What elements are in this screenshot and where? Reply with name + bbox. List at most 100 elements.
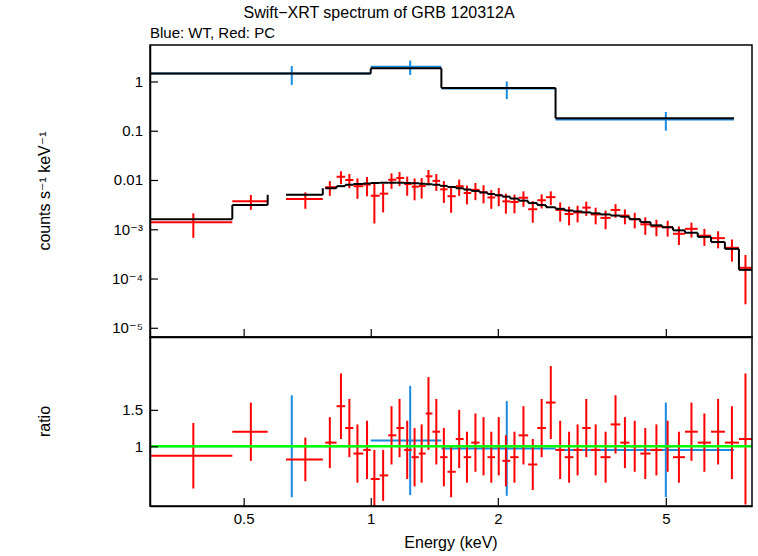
model-step: [495, 194, 502, 196]
x-axis: 0.5 1 2 5: [151, 498, 753, 527]
y-error-bar: [340, 171, 342, 184]
model-step: [502, 196, 510, 198]
model-step: [711, 241, 725, 243]
tick: 2: [494, 498, 502, 527]
model-step: [380, 182, 389, 184]
y-error-bar: [665, 112, 667, 131]
tick-mark: [150, 328, 158, 329]
tick-mark: [150, 410, 158, 411]
tick: 0.5: [234, 498, 255, 527]
tick: 1: [135, 73, 158, 90]
model-step: [471, 190, 479, 192]
tick: [244, 329, 245, 337]
model-step: [600, 213, 610, 215]
tick-mark: [666, 498, 667, 506]
y-error-bar: [443, 181, 445, 203]
x-error-bar: [325, 186, 336, 188]
y-axis: 10.10.0110⁻³10⁻⁴10⁻⁵: [112, 46, 158, 338]
y-error-bar: [356, 178, 358, 198]
tick-mark: [244, 498, 245, 506]
tick: [371, 329, 372, 337]
y-error-bar: [513, 195, 515, 214]
tick: 10⁻³: [113, 221, 158, 238]
y-error-bar: [356, 424, 358, 482]
tick-mark: [498, 498, 499, 506]
model-step: [651, 224, 663, 226]
model-step: [673, 229, 685, 231]
model-step-riser: [267, 195, 269, 205]
tick-label: 2: [494, 510, 502, 527]
y-error-bar: [744, 255, 746, 304]
tick-mark: [666, 329, 667, 337]
y-error-bar: [391, 406, 393, 464]
chart-svg: 10.10.0110⁻³10⁻⁴10⁻⁵Swift−XRT spectrum o…: [0, 0, 758, 556]
tick-mark: [371, 498, 372, 506]
model-step-riser: [440, 68, 442, 88]
tick: 1: [367, 498, 375, 527]
model-step: [629, 218, 640, 220]
y-error-bar: [678, 432, 680, 483]
x-error-bar: [325, 442, 336, 444]
tick: 5: [662, 498, 670, 527]
tick: [498, 329, 499, 337]
x-error-bar: [495, 194, 502, 196]
y-error-bar: [382, 184, 384, 213]
tick: 1.5: [122, 401, 158, 418]
tick-mark: [150, 446, 158, 447]
model-step: [432, 184, 440, 186]
plot-frame: [150, 45, 752, 337]
y-error-bar: [624, 417, 626, 468]
model-step: [464, 189, 472, 191]
model-step: [480, 191, 488, 193]
y-error-bar: [605, 432, 607, 483]
y-axis-title: counts s⁻¹ keV⁻¹: [36, 131, 53, 250]
y-error-bar: [506, 81, 508, 99]
model-step-riser: [322, 188, 324, 195]
y-error-bar: [373, 184, 375, 223]
tick-mark: [150, 81, 158, 82]
y-error-bar: [717, 399, 719, 465]
x-error-bar: [150, 221, 232, 223]
y-error-bar: [577, 206, 579, 223]
y-error-bar: [595, 208, 597, 225]
tick: 1: [135, 438, 158, 455]
tick-label: 10⁻⁴: [112, 270, 143, 287]
axis-line: [150, 46, 152, 338]
y-error-bar: [340, 373, 342, 439]
model-step: [440, 185, 447, 187]
y-error-bar: [568, 432, 570, 483]
model-step: [371, 67, 442, 69]
tick-label: 1: [135, 73, 143, 90]
axis-line: [150, 338, 152, 507]
y-error-bar: [366, 421, 368, 479]
y-error-bar: [731, 239, 733, 261]
y-error-bar: [427, 377, 429, 450]
tick: [666, 329, 667, 337]
x-axis-title: Energy (keV): [404, 534, 497, 551]
tick-label: 0.5: [234, 510, 255, 527]
plot-area: [150, 366, 752, 506]
x-error-bar: [441, 88, 555, 90]
model-step: [388, 182, 396, 184]
tick-label: 0.01: [114, 171, 143, 188]
y-error-bar: [427, 170, 429, 185]
model-step: [325, 187, 336, 189]
y-error-bar: [585, 202, 587, 216]
y-error-bar: [329, 417, 331, 468]
y-error-bar: [450, 187, 452, 213]
tick: 10⁻⁴: [112, 270, 158, 287]
y-error-bar: [474, 413, 476, 471]
y-error-bar: [348, 174, 350, 188]
y-error-bar: [391, 173, 393, 189]
y-error-bar: [450, 446, 452, 497]
model-step: [611, 215, 621, 217]
y-error-bar: [490, 190, 492, 209]
y-error-bar: [703, 413, 705, 471]
y-error-bar: [443, 428, 445, 486]
y-axis-title: ratio: [36, 406, 53, 437]
tick-mark: [150, 131, 158, 132]
model-step-riser: [231, 205, 233, 219]
tick: 0.01: [114, 171, 158, 188]
model-step: [510, 198, 518, 200]
model-step: [620, 216, 629, 218]
